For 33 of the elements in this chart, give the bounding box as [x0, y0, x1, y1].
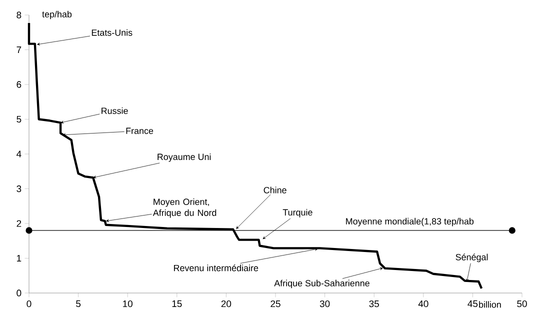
series-label: Moyenne mondiale(1,83 tep/hab: [346, 218, 474, 226]
annotation: Chine: [264, 186, 286, 194]
annotation: France: [126, 128, 154, 134]
x-tick-label: 20: [221, 300, 232, 308]
x-tick-label: 10: [123, 300, 132, 308]
x-tick-label: 0: [26, 300, 32, 308]
annotation: Revenu intermédiaire: [174, 264, 258, 272]
y-tick-label: 0: [16, 290, 22, 296]
x-tick-label: 5: [76, 300, 81, 308]
annotation: Russie: [102, 107, 128, 114]
annotation: Etats-Unis: [92, 29, 132, 36]
x-tick-label: 35: [369, 300, 379, 308]
x-tick-label: 45: [468, 300, 478, 308]
x-tick-label: 50: [517, 300, 527, 308]
y-tick-label: 1: [17, 254, 22, 262]
x-tick-label: 30: [320, 300, 330, 308]
y-tick-label: 4: [16, 150, 22, 158]
x-tick-label: 40: [418, 300, 428, 308]
annotation: Moyen Orient, Afrique du Nord: [152, 198, 216, 218]
y-tick-label: 3: [16, 185, 22, 192]
x-axis-title: billion: [479, 301, 501, 308]
annotation: Afrique Sub-Saharienne: [274, 280, 370, 288]
y-tick-label: 6: [16, 81, 22, 88]
x-tick-label: 15: [172, 300, 182, 308]
y-axis-title: tep/hab: [42, 10, 72, 20]
annotation: Sénégal: [456, 254, 488, 262]
y-tick-label: 7: [16, 46, 22, 54]
annotation: Royaume Uni: [158, 153, 211, 162]
x-tick-label: 25: [270, 300, 280, 308]
y-tick-label: 8: [16, 12, 22, 18]
y-tick-label: 5: [16, 116, 22, 123]
annotation: Turquie: [282, 208, 312, 218]
y-tick-label: 2: [16, 220, 22, 227]
